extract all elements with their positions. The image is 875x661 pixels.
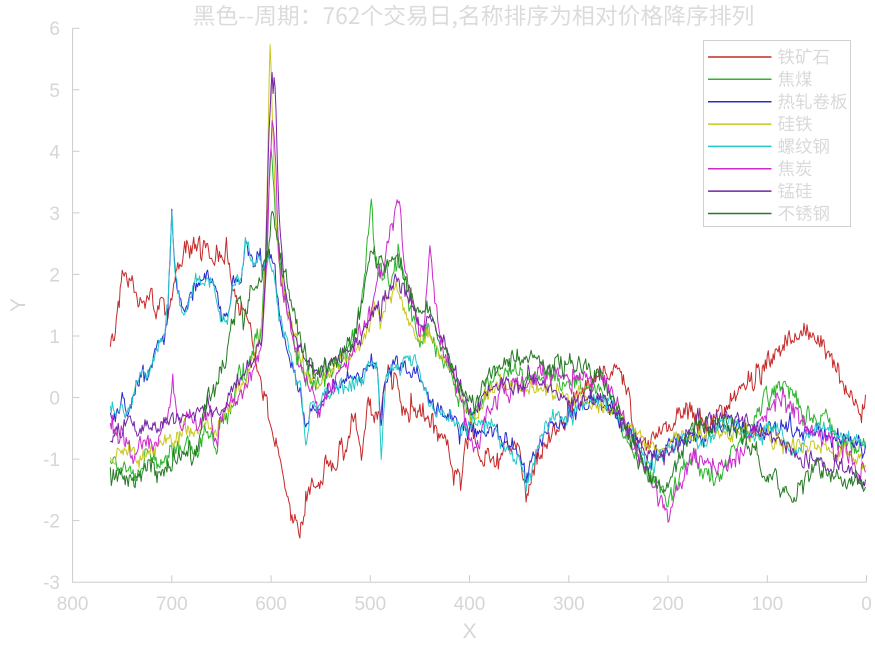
svg-text:-3: -3 [43, 573, 60, 594]
svg-text:0: 0 [49, 389, 60, 410]
svg-text:500: 500 [354, 594, 386, 615]
svg-text:Y: Y [7, 298, 30, 312]
svg-text:1: 1 [49, 327, 60, 348]
svg-text:600: 600 [255, 594, 287, 615]
svg-text:800: 800 [57, 594, 89, 615]
svg-text:400: 400 [454, 594, 486, 615]
svg-text:2: 2 [49, 265, 60, 286]
svg-text:4: 4 [49, 142, 60, 163]
svg-text:3: 3 [49, 204, 60, 225]
svg-text:700: 700 [156, 594, 188, 615]
svg-text:200: 200 [652, 594, 684, 615]
svg-text:300: 300 [553, 594, 585, 615]
svg-text:100: 100 [751, 594, 783, 615]
svg-text:X: X [463, 620, 477, 643]
svg-text:-1: -1 [43, 450, 60, 471]
svg-text:5: 5 [49, 81, 60, 102]
svg-text:0: 0 [861, 594, 872, 615]
svg-text:6: 6 [49, 19, 60, 40]
svg-text:-2: -2 [43, 512, 60, 533]
